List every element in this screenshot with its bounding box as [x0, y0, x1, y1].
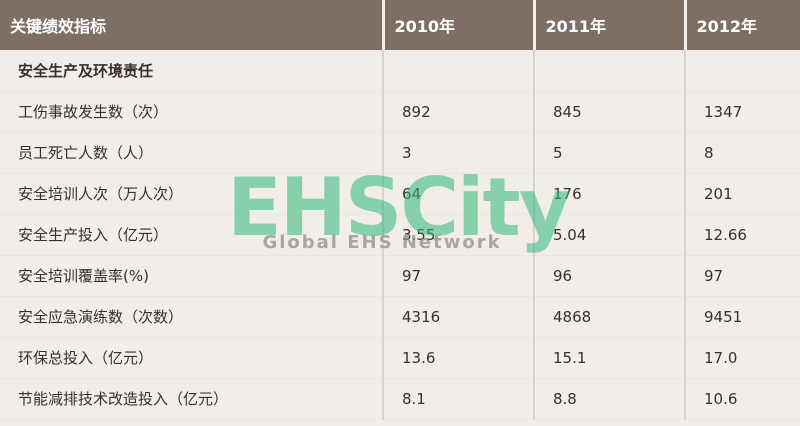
- table-row: 员工死亡人数（人） 3 5 8: [0, 132, 800, 174]
- table-row: 安全培训覆盖率(%) 97 96 97: [0, 255, 800, 297]
- cell-2010: 892: [383, 91, 535, 133]
- header-year-2011: 2011年: [534, 0, 687, 50]
- cell-2012: 8: [685, 132, 800, 174]
- row-label: 安全生产投入（亿元）: [0, 214, 384, 256]
- table-header: 关键绩效指标 2010年 2011年 2012年: [0, 0, 800, 50]
- row-label: 工伤事故发生数（次）: [0, 91, 384, 133]
- cell-2010: 3: [383, 132, 535, 174]
- header-year-2010: 2010年: [383, 0, 536, 50]
- row-label: 员工死亡人数（人）: [0, 132, 384, 174]
- table-row: 节能减排技术改造投入（亿元） 8.1 8.8 10.6: [0, 378, 800, 420]
- cell-2011: 8.8: [534, 378, 686, 420]
- cell-2010: 64: [383, 173, 535, 215]
- cell-2011: 15.1: [534, 337, 686, 379]
- cell-2011: 5: [534, 132, 686, 174]
- cell-2010: 13.6: [383, 337, 535, 379]
- table-row: 安全培训人次（万人次） 64 176 201: [0, 173, 800, 215]
- section-title: 安全生产及环境责任: [0, 50, 384, 92]
- cell-2011: 4868: [534, 296, 686, 338]
- cell-2011: 96: [534, 255, 686, 297]
- cell-2012: 97: [685, 255, 800, 297]
- empty-cell: [685, 50, 800, 92]
- cell-2012: 12.66: [685, 214, 800, 256]
- table-row: 工伤事故发生数（次） 892 845 1347: [0, 91, 800, 133]
- table-row: 安全生产投入（亿元） 3.55 5.04 12.66: [0, 214, 800, 256]
- cell-2010: 8.1: [383, 378, 535, 420]
- cell-2011: 176: [534, 173, 686, 215]
- empty-cell: [383, 50, 535, 92]
- table-body: 安全生产及环境责任 工伤事故发生数（次） 892 845 1347 员工死亡人数…: [0, 50, 800, 420]
- table-row: 环保总投入（亿元） 13.6 15.1 17.0: [0, 337, 800, 379]
- row-label: 安全培训人次（万人次）: [0, 173, 384, 215]
- table-row: 安全应急演练数（次数） 4316 4868 9451: [0, 296, 800, 338]
- cell-2011: 5.04: [534, 214, 686, 256]
- row-label: 安全培训覆盖率(%): [0, 255, 384, 297]
- row-label: 节能减排技术改造投入（亿元）: [0, 378, 384, 420]
- cell-2012: 1347: [685, 91, 800, 133]
- cell-2010: 4316: [383, 296, 535, 338]
- row-label: 环保总投入（亿元）: [0, 337, 384, 379]
- cell-2012: 201: [685, 173, 800, 215]
- cell-2012: 10.6: [685, 378, 800, 420]
- cell-2010: 97: [383, 255, 535, 297]
- section-row: 安全生产及环境责任: [0, 50, 800, 92]
- cell-2010: 3.55: [383, 214, 535, 256]
- header-year-2012: 2012年: [685, 0, 800, 50]
- cell-2012: 17.0: [685, 337, 800, 379]
- cell-2012: 9451: [685, 296, 800, 338]
- empty-cell: [534, 50, 686, 92]
- cell-2011: 845: [534, 91, 686, 133]
- header-metric: 关键绩效指标: [0, 0, 385, 50]
- row-label: 安全应急演练数（次数）: [0, 296, 384, 338]
- header-row: 关键绩效指标 2010年 2011年 2012年: [0, 0, 800, 50]
